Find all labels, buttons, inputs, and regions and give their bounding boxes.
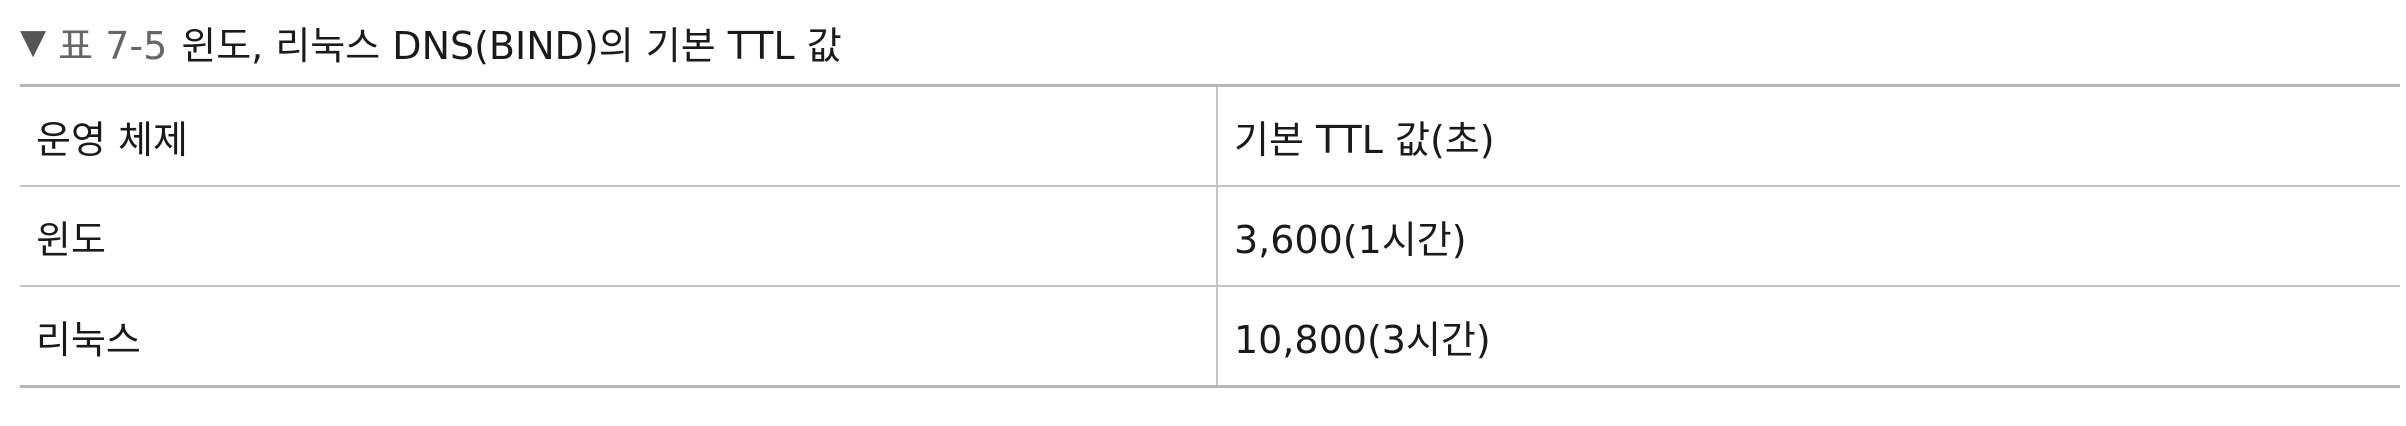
header-default-ttl: 기본 TTL 값(초) — [1217, 85, 2400, 187]
header-os: 운영 체제 — [20, 85, 1218, 187]
cell-os: 윈도 — [20, 186, 1218, 287]
triangle-down-icon: ▼ — [20, 22, 47, 62]
table-title: 윈도, 리눅스 DNS(BIND)의 기본 TTL 값 — [181, 23, 842, 68]
table-row: 리눅스 10,800(3시간) — [20, 286, 2400, 388]
cell-ttl: 10,800(3시간) — [1217, 286, 2400, 388]
table-number: 표 7-5 — [58, 23, 168, 68]
table-caption: ▼ 표 7-5 윈도, 리눅스 DNS(BIND)의 기본 TTL 값 — [20, 14, 842, 70]
table-row: 윈도 3,600(1시간) — [20, 186, 2400, 287]
ttl-table: 운영 체제 기본 TTL 값(초) 윈도 3,600(1시간) 리눅스 10,8… — [20, 84, 2400, 388]
cell-os: 리눅스 — [20, 286, 1218, 388]
cell-ttl: 3,600(1시간) — [1217, 186, 2400, 287]
table-header-row: 운영 체제 기본 TTL 값(초) — [20, 85, 2400, 187]
